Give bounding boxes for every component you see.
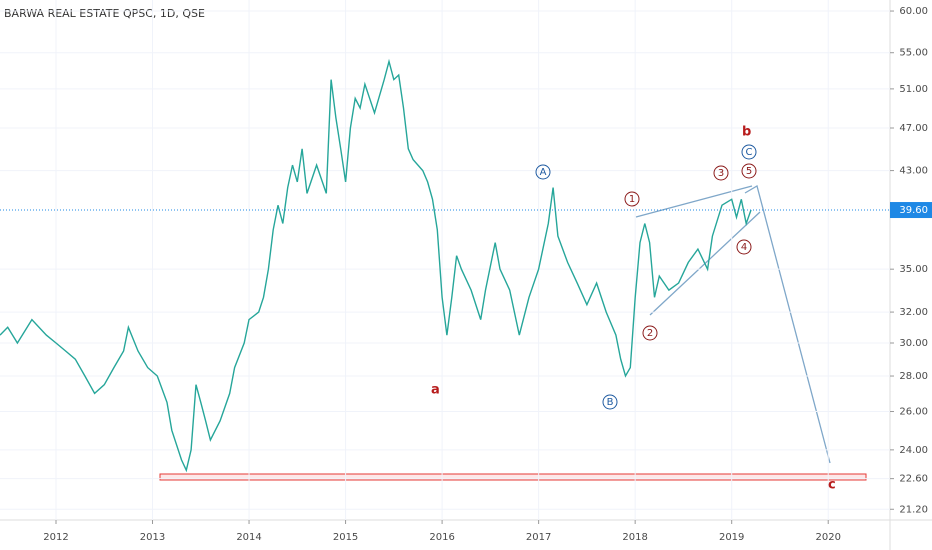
circle — [624, 191, 640, 207]
circle — [713, 165, 729, 181]
y-tick-label: 22.60 — [899, 474, 928, 485]
wave-label: 5 — [746, 166, 752, 177]
circle — [741, 144, 757, 160]
x-tick-label: 2015 — [333, 532, 358, 543]
x-tick-label: 2013 — [140, 532, 165, 543]
x-tick-label: 2020 — [815, 532, 840, 543]
support-zone — [159, 473, 867, 481]
wave-label: c — [828, 478, 836, 493]
wave-label: 4 — [741, 242, 747, 253]
wave-label: a — [431, 383, 440, 398]
y-tick-label: 51.00 — [899, 84, 928, 95]
circle — [535, 164, 551, 180]
circle — [642, 325, 658, 341]
y-tick-label: 55.00 — [899, 48, 928, 59]
y-tick-label: 32.00 — [899, 307, 928, 318]
y-tick-label: 35.00 — [899, 264, 928, 275]
x-tick-label: 2017 — [526, 532, 551, 543]
wave-label: 2 — [647, 328, 653, 339]
wave-label: 1 — [629, 194, 635, 205]
last-price-label: 39.60 — [899, 205, 928, 216]
y-tick-label: 30.00 — [899, 338, 928, 349]
circle-labels — [535, 144, 757, 410]
y-tick-label: 47.00 — [899, 123, 928, 134]
y-tick-label: 60.00 — [899, 6, 928, 17]
circle — [736, 239, 752, 255]
x-tick-label: 2019 — [719, 532, 744, 543]
wedge-upper — [635, 185, 753, 218]
plot — [0, 0, 890, 520]
y-tick-label: 24.00 — [899, 445, 928, 456]
chart-title: BARWA REAL ESTATE QPSC, 1D, QSE — [4, 7, 205, 20]
wave-label: C — [746, 147, 753, 158]
y-tick-label: 21.20 — [899, 504, 928, 515]
y-tick-label: 28.00 — [899, 371, 928, 382]
price-line — [0, 58, 752, 473]
wave-label: A — [540, 167, 547, 178]
x-tick-label: 2014 — [236, 532, 261, 543]
wave-label: 3 — [718, 168, 724, 179]
y-tick-label: 26.00 — [899, 407, 928, 418]
x-tick-label: 2012 — [43, 532, 68, 543]
circle — [602, 394, 618, 410]
wave-label: b — [742, 125, 751, 140]
y-tick-label: 43.00 — [899, 166, 928, 177]
x-tick-label: 2016 — [429, 532, 454, 543]
last-price-box — [890, 202, 932, 219]
projection — [744, 185, 831, 464]
circle — [741, 163, 757, 179]
x-tick-label: 2018 — [622, 532, 647, 543]
wave-label: B — [607, 397, 614, 408]
